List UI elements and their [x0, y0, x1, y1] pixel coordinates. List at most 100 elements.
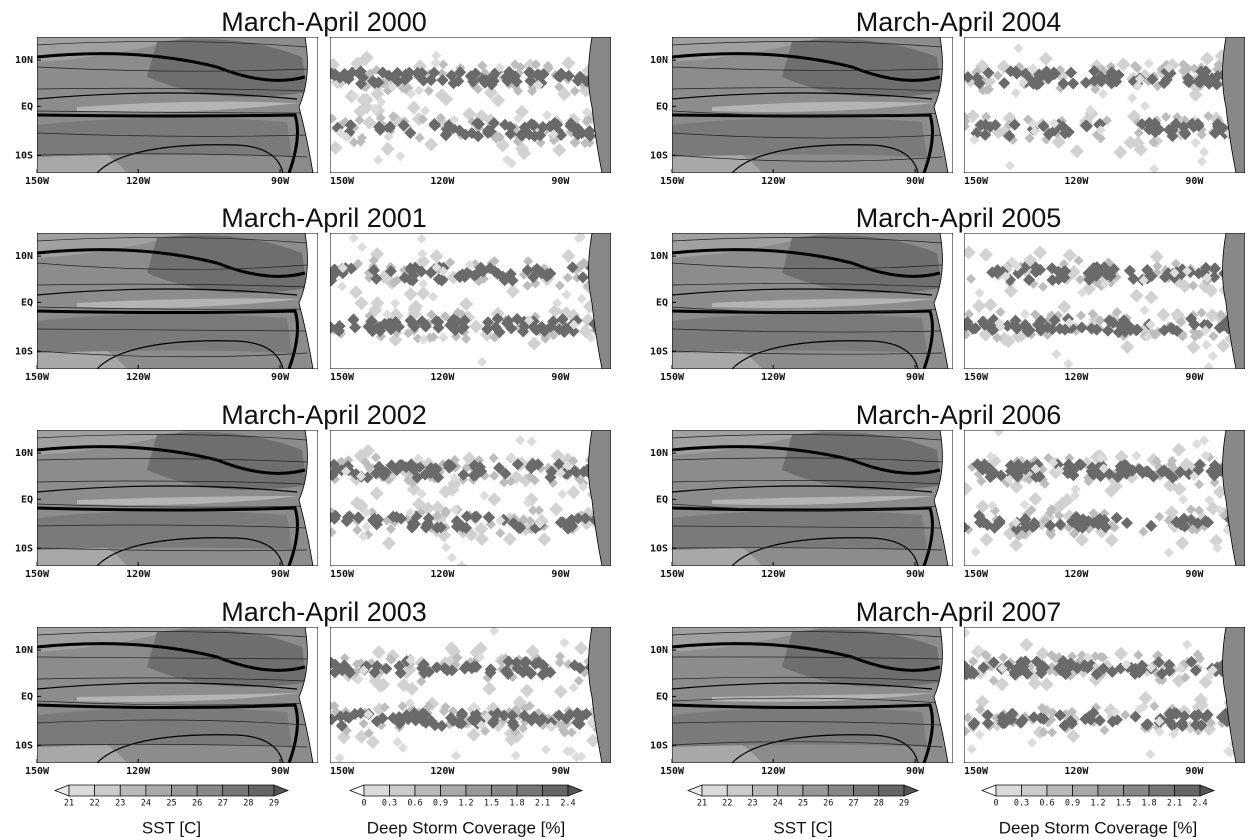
storm-blob [524, 315, 535, 326]
storm-blob [571, 752, 582, 763]
storm-blob [1144, 290, 1159, 305]
storm-blob [1129, 710, 1142, 723]
storm-blob [554, 657, 565, 668]
storm-blob [981, 111, 992, 122]
storm-blob [1186, 340, 1201, 355]
storm-blob [1128, 667, 1141, 680]
storm-blob [334, 710, 347, 723]
colorbar-tick: 1.2 [458, 799, 473, 809]
storm-blob [1012, 662, 1025, 675]
storm-blob [1027, 737, 1038, 748]
storm-blob [1087, 468, 1100, 481]
contour [672, 682, 933, 690]
storm-blob [333, 320, 346, 333]
colorbar-tick: 23 [115, 799, 125, 809]
sst-map [37, 37, 318, 173]
colorbar-end [567, 784, 583, 797]
contour [672, 350, 943, 355]
contour [672, 248, 941, 278]
storm-blob [1149, 249, 1164, 264]
storm-blob [431, 50, 442, 61]
storm-blob [1189, 471, 1200, 482]
storm-blob [1051, 349, 1062, 360]
sst-map [672, 233, 953, 369]
storm-blob [1008, 318, 1021, 331]
lat-label: 10N [15, 251, 33, 262]
panel-title: March-April 2000 [221, 7, 427, 37]
storm-blob [548, 330, 559, 341]
storm-blob [1141, 718, 1154, 731]
storm-blob [330, 713, 338, 726]
storm-blob [988, 675, 999, 686]
storm-blob [1213, 121, 1226, 134]
storm-blob [537, 68, 550, 81]
storm-blob [1178, 59, 1189, 70]
storm-blob [1134, 704, 1145, 715]
colorbar-tick: 24 [141, 799, 151, 809]
storm-blob [406, 482, 421, 497]
storm-blob [519, 703, 530, 714]
cold-tongue [77, 298, 299, 308]
storm-blob [360, 443, 375, 458]
storm-blob [1158, 464, 1171, 477]
contour [672, 41, 943, 48]
storm-blob [1028, 711, 1041, 724]
warm-region [147, 432, 307, 490]
storm-blob [1185, 504, 1196, 515]
land [933, 37, 953, 173]
storm-blob [408, 707, 421, 720]
storm-blob [978, 458, 991, 471]
storm-blob [578, 257, 589, 268]
lon-label: 120W [430, 569, 455, 580]
storm-blob [1090, 651, 1101, 662]
storm-blob [972, 299, 987, 314]
storm-blob [515, 435, 526, 446]
storm-blob [489, 470, 500, 481]
storm-blob [1158, 324, 1171, 337]
storm-blob [554, 516, 567, 529]
storm-blob [353, 258, 364, 269]
contour [37, 110, 308, 114]
storm-blob [419, 320, 432, 333]
storm-blob [568, 464, 581, 477]
storm-blob [406, 88, 417, 99]
storm-blob [483, 511, 496, 524]
storm-blob [470, 510, 483, 523]
storm-blob [566, 727, 577, 738]
storm-blob [349, 91, 360, 102]
storm-blob [504, 127, 517, 140]
storm-blob [403, 475, 414, 486]
storm-blob [1138, 275, 1149, 286]
storm-blob [1076, 310, 1087, 321]
storm-blob [1088, 65, 1101, 78]
storm-blob [345, 262, 358, 275]
storm-blob [1170, 707, 1183, 720]
storm-blob [583, 125, 596, 138]
storm-blob [388, 277, 399, 288]
colorbar-tick: 0.3 [382, 799, 397, 809]
storm-blob [964, 660, 971, 673]
storm-blob [473, 461, 486, 474]
storm-blob [365, 735, 380, 750]
land [1222, 233, 1245, 369]
storm-blob [423, 701, 434, 712]
contour [37, 237, 308, 244]
land [1222, 430, 1245, 566]
storm-blob [981, 709, 994, 722]
contour [37, 458, 308, 463]
storm-blob [1082, 711, 1095, 724]
contour [672, 457, 943, 463]
storm-blob [1004, 160, 1015, 171]
panel-title: March-April 2002 [221, 400, 427, 430]
colorbar-cell [145, 784, 172, 797]
storm-blob [1214, 60, 1225, 71]
storm-blob [356, 92, 371, 107]
storm-blob [1083, 273, 1096, 286]
storm-blob [376, 97, 387, 108]
storm-blob [469, 701, 480, 712]
lat-label: EQ [656, 691, 668, 702]
storm-blob [971, 71, 984, 84]
lat-label: 10N [650, 251, 668, 262]
colorbar-tick: 23 [747, 799, 757, 809]
storm-blob [1124, 324, 1137, 337]
